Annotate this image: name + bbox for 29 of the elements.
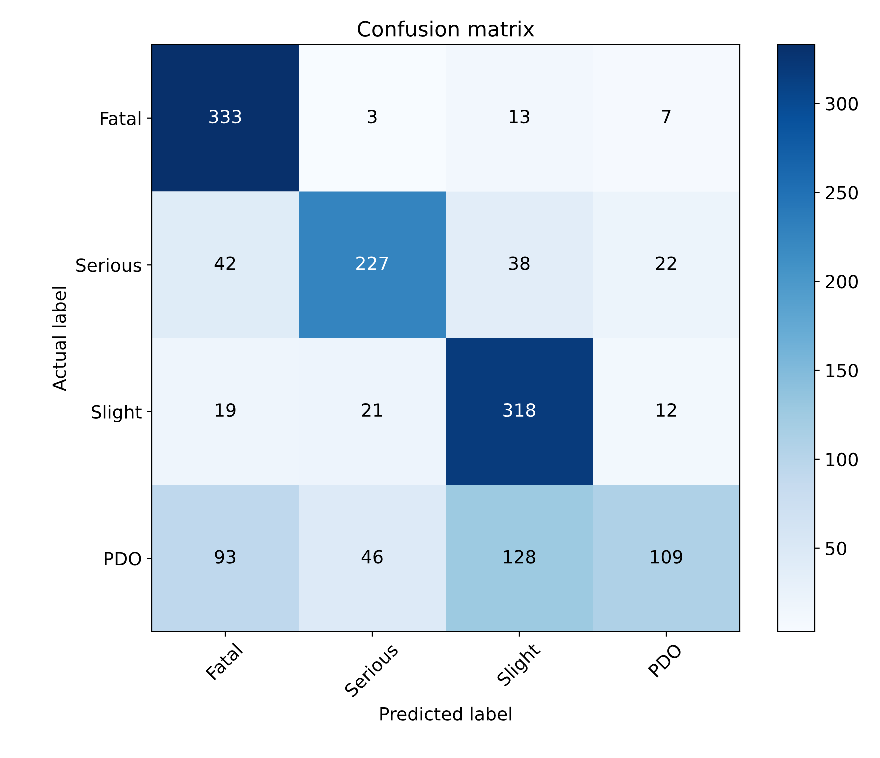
data-label: 21	[362, 403, 382, 417]
y-tick-label: Serious	[76, 258, 142, 272]
y-tick-label: Slight	[92, 405, 142, 422]
y-tick-label: PDO	[105, 552, 142, 566]
data-label: 19	[216, 403, 236, 418]
data-label: 109	[651, 550, 682, 564]
color-bar-label: 300	[826, 97, 858, 111]
data-label: 3	[368, 110, 377, 124]
y-axis-title: Actual label	[52, 287, 66, 392]
data-label: 12	[656, 403, 676, 417]
color-bar-label: 200	[826, 275, 858, 289]
data-label: 318	[504, 403, 536, 418]
data-label: 38	[509, 256, 530, 270]
color-bar-label: 150	[826, 364, 858, 378]
data-label: 128	[504, 550, 536, 564]
color-bar-label: 50	[826, 542, 846, 556]
data-label: 333	[210, 110, 242, 124]
data-label: 22	[656, 256, 676, 270]
color-bar-label: 250	[826, 186, 858, 200]
data-label: 93	[215, 550, 236, 564]
data-label: 46	[362, 550, 383, 564]
chart-title: Confusion matrix	[358, 20, 534, 37]
color-bar-label: 100	[826, 452, 858, 467]
x-axis-title: Predicted label	[380, 706, 512, 721]
data-label: 227	[356, 256, 388, 270]
data-label: 13	[510, 110, 530, 124]
data-label: 42	[214, 256, 236, 270]
data-label: 7	[662, 110, 671, 124]
y-tick-label: Fatal	[101, 112, 141, 126]
